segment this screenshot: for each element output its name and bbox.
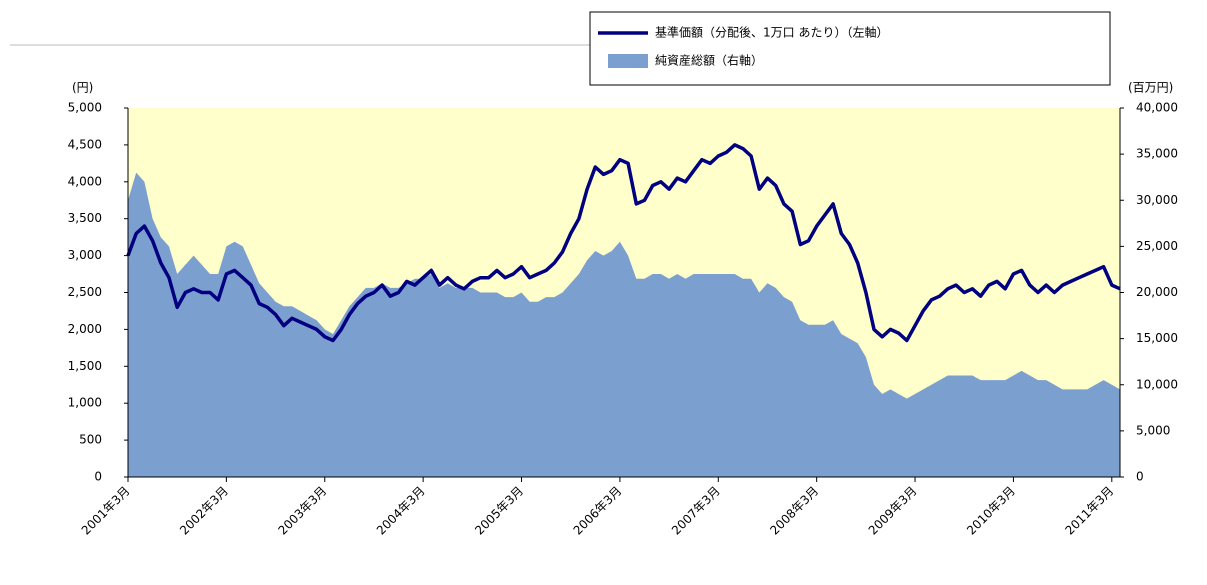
x-tick-label: 2008年3月 <box>767 484 821 538</box>
y2-tick-label: 10,000 <box>1136 377 1178 391</box>
area <box>128 172 1120 477</box>
line <box>126 143 1121 343</box>
x-tick-label: 2001年3月 <box>79 484 133 538</box>
y2-tick-label: 25,000 <box>1136 239 1178 253</box>
y-tick-label: 2,500 <box>68 285 102 299</box>
x-tick-label: 2005年3月 <box>472 484 526 538</box>
y-tick-label: 4,500 <box>68 137 102 151</box>
y-tick-label: 500 <box>79 433 102 447</box>
x-tick-label: 2010年3月 <box>964 484 1018 538</box>
y-axis-label: (円) <box>72 81 93 95</box>
x-tick-label: 2004年3月 <box>374 484 428 538</box>
x-tick-label: 2003年3月 <box>275 484 329 538</box>
y2-tick-label: 0 <box>1136 470 1144 484</box>
y-tick-label: 3,000 <box>68 248 102 262</box>
y-tick-label: 3,500 <box>68 211 102 225</box>
x-tick-label: 2007年3月 <box>669 484 723 538</box>
y2-tick-label: 15,000 <box>1136 331 1178 345</box>
y2-axis-label: (百万円) <box>1128 81 1173 95</box>
y2-tick-label: 20,000 <box>1136 285 1178 299</box>
y2-tick-label: 30,000 <box>1136 193 1178 207</box>
y-tick-label: 0 <box>94 470 102 484</box>
legend-label: 基準価額（分配後、1万口 あたり）（左軸） <box>655 25 888 40</box>
y-tick-label: 4,000 <box>68 174 102 188</box>
legend-swatch <box>608 54 648 68</box>
legend-box <box>589 11 1111 86</box>
y-tick-label: 2,000 <box>68 322 102 336</box>
y-tick-label: 1,000 <box>68 396 102 410</box>
x-tick-label: 2006年3月 <box>571 484 625 538</box>
y2-tick-label: 35,000 <box>1136 147 1178 161</box>
y-tick-label: 5,000 <box>68 101 102 115</box>
x-tick-label: 2002年3月 <box>177 484 231 538</box>
y-tick-label: 1,500 <box>68 359 102 373</box>
legend-label: 純資産総額（右軸） <box>655 53 763 68</box>
y2-tick-label: 5,000 <box>1136 423 1170 437</box>
x-tick-label: 2011年3月 <box>1063 484 1117 538</box>
y2-tick-label: 40,000 <box>1136 101 1178 115</box>
x-tick-label: 2009年3月 <box>866 484 920 538</box>
